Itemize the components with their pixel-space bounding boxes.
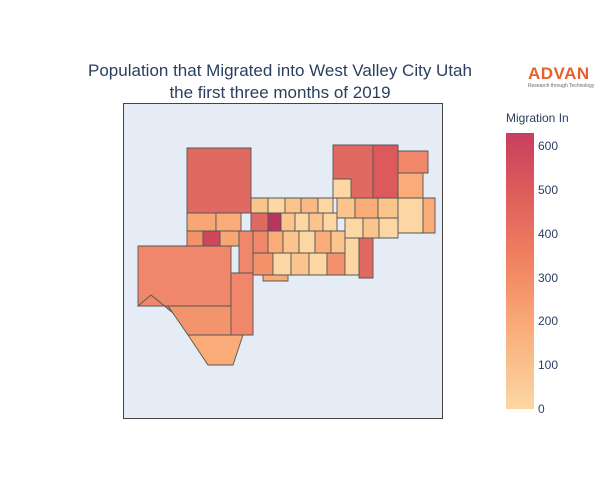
- region-e9: [378, 217, 399, 239]
- colorbar-tick-label: 200: [538, 314, 559, 329]
- region-e4: [377, 197, 399, 219]
- region-c12: [252, 230, 269, 254]
- region-c14: [282, 230, 300, 254]
- region-c7: [267, 212, 282, 232]
- region-c22: [326, 252, 346, 276]
- colorbar-tick-label: 600: [538, 139, 559, 154]
- region-e2: [336, 197, 356, 219]
- advan-logo-tagline: Research through Technology: [528, 83, 595, 89]
- colorbar-tick-label: 300: [538, 270, 559, 285]
- region-c5: [317, 197, 334, 214]
- region-ne3: [397, 150, 429, 174]
- region-e6: [422, 197, 436, 234]
- map-title-line-2: the first three months of 2019: [169, 83, 391, 102]
- region-c17: [330, 230, 346, 254]
- region-northwest: [186, 147, 252, 214]
- region-e5: [397, 197, 424, 234]
- region-c6: [250, 212, 269, 232]
- region-ne2: [372, 144, 399, 199]
- region-c4: [300, 197, 319, 214]
- colorbar-tick-label: 100: [538, 358, 559, 373]
- region-center-south: [230, 272, 254, 336]
- region-c3: [284, 197, 302, 214]
- region-c21: [308, 252, 328, 276]
- advan-logo: ADVAN: [528, 64, 590, 83]
- region-w5: [219, 230, 240, 247]
- region-e1: [332, 178, 352, 199]
- region-w2: [215, 212, 242, 232]
- region-c23: [262, 274, 289, 282]
- colorbar-tick-label: 400: [538, 226, 559, 241]
- choropleth-map[interactable]: [123, 103, 443, 419]
- colorbar-tick-label: 500: [538, 182, 559, 197]
- region-w1: [186, 212, 217, 232]
- region-c9: [294, 212, 310, 232]
- region-w3: [186, 230, 204, 247]
- region-e10: [344, 237, 360, 276]
- region-c16: [314, 230, 332, 254]
- region-c2: [267, 197, 286, 214]
- region-c8: [280, 212, 296, 232]
- region-e7: [344, 217, 364, 239]
- colorbar-title: Migration In: [506, 111, 569, 125]
- region-e11: [358, 237, 374, 279]
- region-c13: [267, 230, 284, 254]
- region-c19: [272, 252, 292, 276]
- region-c20: [290, 252, 310, 276]
- colorbar-gradient: [506, 133, 534, 409]
- region-w6: [238, 230, 254, 274]
- region-c15: [298, 230, 316, 254]
- colorbar-tick-label: 0: [538, 402, 545, 416]
- map-title-line-1: Population that Migrated into West Valle…: [88, 61, 472, 80]
- region-c18: [252, 252, 274, 276]
- region-e3: [354, 197, 379, 219]
- region-c1: [250, 197, 269, 214]
- region-c11: [322, 212, 338, 232]
- region-c10: [308, 212, 324, 232]
- region-far-south: [187, 334, 244, 366]
- region-e8: [362, 217, 380, 239]
- region-w4: [202, 230, 221, 247]
- region-ne4: [397, 172, 424, 199]
